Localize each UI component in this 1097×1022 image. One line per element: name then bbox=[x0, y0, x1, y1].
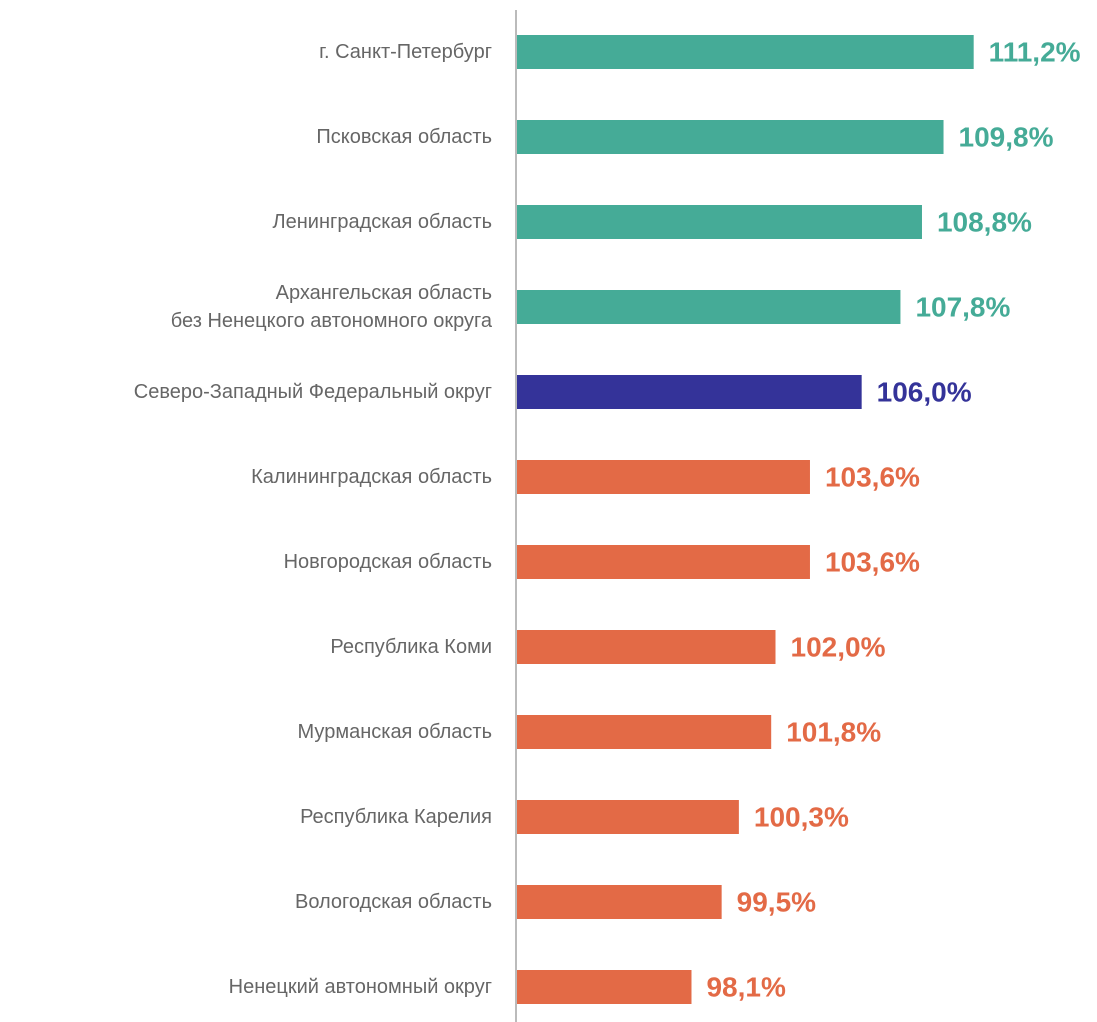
bar bbox=[517, 290, 901, 324]
bar bbox=[517, 460, 810, 494]
bar bbox=[517, 120, 944, 154]
category-label: Новгородская область bbox=[283, 551, 492, 573]
bar bbox=[517, 715, 772, 749]
value-label: 102,0% bbox=[791, 631, 886, 662]
category-label: Северо-Западный Федеральный округ bbox=[133, 381, 492, 403]
value-label: 111,2% bbox=[989, 36, 1081, 67]
bar bbox=[517, 630, 776, 664]
bar bbox=[517, 35, 974, 69]
bar bbox=[517, 205, 922, 239]
bar bbox=[517, 970, 692, 1004]
value-label: 103,6% bbox=[825, 546, 920, 577]
category-label: Вологодская область bbox=[294, 891, 492, 913]
category-label: Псковская область bbox=[316, 126, 492, 148]
value-label: 107,8% bbox=[915, 291, 1010, 322]
value-label: 103,6% bbox=[825, 461, 920, 492]
value-label: 98,1% bbox=[706, 971, 785, 1002]
category-label: Республика Карелия bbox=[300, 806, 492, 828]
value-label: 99,5% bbox=[737, 886, 816, 917]
category-label: Республика Коми bbox=[330, 636, 492, 658]
value-label: 109,8% bbox=[959, 121, 1054, 152]
category-label: Мурманская область bbox=[297, 721, 492, 743]
bar bbox=[517, 375, 862, 409]
value-label: 108,8% bbox=[937, 206, 1032, 237]
value-label: 100,3% bbox=[754, 801, 849, 832]
category-label: г. Санкт-Петербург bbox=[319, 41, 492, 63]
bar bbox=[517, 800, 739, 834]
value-label: 101,8% bbox=[786, 716, 881, 747]
category-label: Ненецкий автономный округ bbox=[228, 976, 492, 998]
category-label: Архангельская область без Ненецкого авто… bbox=[170, 282, 492, 332]
value-label: 106,0% bbox=[877, 376, 972, 407]
category-label: Калининградская область bbox=[251, 466, 492, 488]
bar bbox=[517, 545, 810, 579]
bar bbox=[517, 885, 722, 919]
category-label: Ленинградская область bbox=[272, 211, 492, 233]
